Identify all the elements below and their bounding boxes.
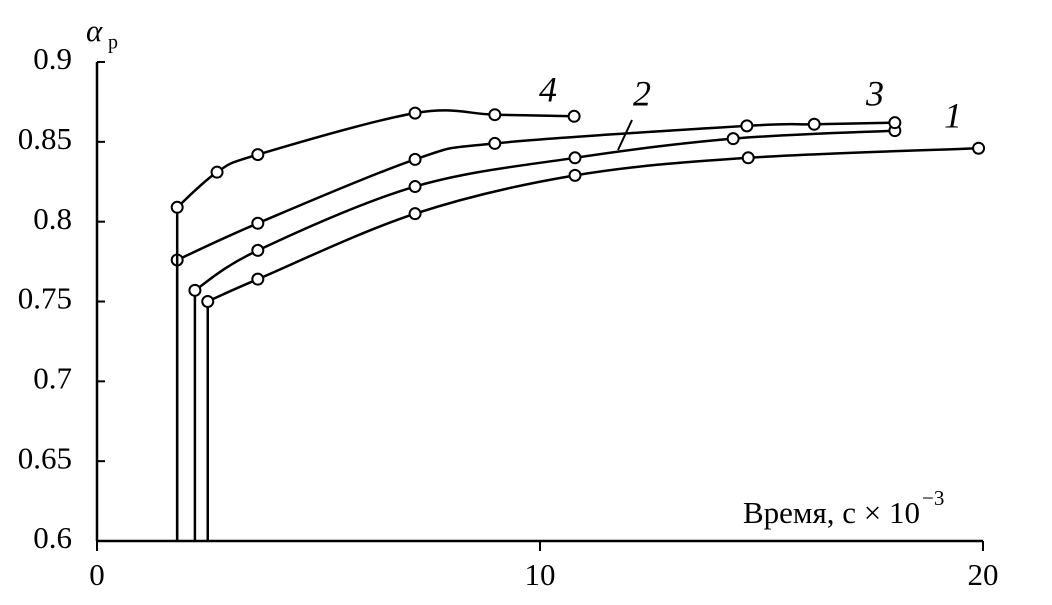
y-axis-label: α — [86, 13, 103, 48]
point-marker — [740, 119, 754, 133]
y-tick-label: 0.7 — [33, 360, 72, 395]
x-tick-label: 20 — [968, 557, 999, 592]
x-tick-label: 10 — [525, 557, 556, 592]
series-line — [176, 109, 575, 209]
point-marker — [741, 151, 755, 165]
series-label: 2 — [633, 73, 651, 113]
x-tick-label: 0 — [89, 557, 105, 592]
point-marker — [568, 168, 582, 182]
point-marker — [568, 151, 582, 165]
y-axis-label-sub: р — [108, 32, 118, 54]
series-label: 4 — [539, 69, 557, 109]
point-marker — [170, 200, 184, 214]
point-marker — [408, 207, 422, 221]
point-marker — [188, 283, 202, 297]
point-marker — [408, 152, 422, 166]
y-tick-label: 0.65 — [18, 440, 72, 475]
y-tick-label: 0.6 — [33, 520, 72, 555]
point-marker — [408, 180, 422, 194]
y-tick-label: 0.8 — [33, 201, 72, 236]
point-marker — [972, 141, 986, 155]
point-marker — [210, 165, 224, 179]
series-label: 1 — [944, 95, 962, 135]
x-axis-label: Время, с × 10 — [743, 495, 920, 530]
point-marker — [251, 243, 265, 257]
point-marker — [251, 148, 265, 162]
series-label: 3 — [865, 73, 884, 113]
x-axis-label-sup: −3 — [922, 486, 944, 510]
y-tick-label: 0.75 — [18, 281, 72, 316]
series-line — [176, 121, 895, 262]
point-marker — [888, 116, 902, 130]
y-tick-label: 0.85 — [18, 121, 72, 156]
series-line — [207, 146, 979, 303]
point-marker — [807, 117, 821, 131]
point-marker — [251, 216, 265, 230]
y-tick-label: 0.9 — [33, 41, 72, 76]
leader-line — [617, 119, 633, 151]
point-marker — [567, 109, 581, 123]
point-marker — [201, 295, 215, 308]
point-marker — [408, 106, 422, 120]
point-marker — [726, 132, 740, 146]
point-marker — [251, 272, 265, 286]
point-marker — [488, 136, 502, 150]
point-marker — [488, 108, 502, 122]
